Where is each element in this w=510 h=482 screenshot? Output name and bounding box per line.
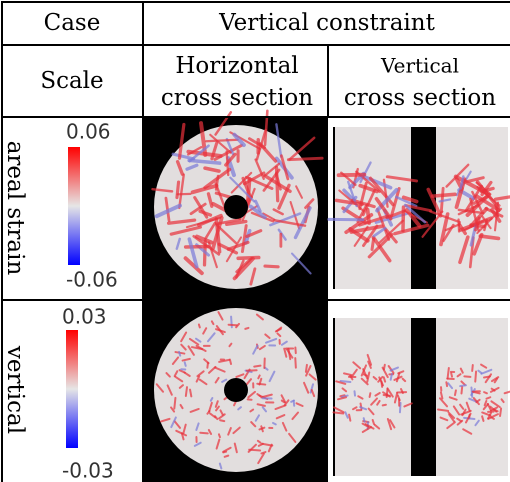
texture <box>451 373 452 376</box>
texture <box>491 417 494 419</box>
texture <box>482 416 483 421</box>
scale-max: 0.06 <box>66 120 111 144</box>
texture <box>446 382 447 386</box>
texture <box>339 175 365 176</box>
texture <box>460 385 466 386</box>
texture <box>257 384 265 385</box>
texture <box>455 390 456 395</box>
texture <box>199 325 200 328</box>
scale-min: -0.06 <box>66 268 118 292</box>
texture <box>486 397 490 398</box>
column-title: Vertical <box>380 54 459 78</box>
colorbar <box>68 147 80 265</box>
figure-table: Case Vertical constraint Scale Horizonta… <box>0 0 510 482</box>
texture <box>306 365 307 372</box>
texture <box>340 381 350 382</box>
texture <box>179 352 180 356</box>
scale-min: -0.03 <box>62 459 114 482</box>
texture <box>273 423 276 424</box>
texture <box>295 358 296 368</box>
texture <box>480 236 498 238</box>
texture <box>500 408 501 416</box>
texture <box>206 140 238 142</box>
texture <box>216 176 218 189</box>
header-scale: Scale <box>40 68 103 94</box>
texture <box>219 434 220 437</box>
row-label: areal strain <box>2 141 28 276</box>
texture <box>354 391 355 395</box>
texture <box>370 393 371 397</box>
specimen-hole <box>224 195 248 219</box>
header-case: Case <box>44 10 101 36</box>
column-title: cross section <box>344 85 496 111</box>
texture <box>174 398 175 409</box>
texture <box>364 418 365 421</box>
texture <box>448 368 449 378</box>
header-condition: Vertical constraint <box>218 10 435 36</box>
texture <box>277 167 278 200</box>
texture <box>185 362 186 366</box>
texture <box>288 158 322 160</box>
texture <box>258 375 259 378</box>
texture <box>333 412 343 413</box>
texture <box>200 433 207 434</box>
scale-max: 0.03 <box>62 305 107 329</box>
texture <box>265 266 278 267</box>
texture <box>227 152 229 175</box>
texture <box>441 392 442 398</box>
texture <box>472 365 473 371</box>
texture <box>282 401 285 403</box>
texture <box>245 328 248 329</box>
texture <box>391 374 392 380</box>
texture <box>207 363 208 368</box>
texture <box>461 387 462 393</box>
column-title: Horizontal <box>175 53 298 79</box>
texture <box>190 390 191 397</box>
texture <box>230 360 231 364</box>
texture <box>438 410 448 411</box>
texture <box>464 376 470 377</box>
column-title: cross section <box>161 85 313 111</box>
texture <box>403 207 404 230</box>
texture <box>384 377 385 381</box>
texture <box>387 389 388 397</box>
row-label: vertical <box>2 345 28 434</box>
colorbar <box>66 330 78 448</box>
texture <box>238 258 259 259</box>
texture <box>484 392 487 393</box>
texture <box>294 401 295 406</box>
texture <box>261 452 265 453</box>
specimen-hole <box>224 378 248 402</box>
texture <box>212 321 214 324</box>
texture <box>254 366 260 367</box>
texture <box>475 372 476 382</box>
texture <box>373 420 374 424</box>
texture <box>484 376 490 377</box>
texture <box>211 398 213 401</box>
texture <box>186 387 187 396</box>
texture <box>225 456 229 457</box>
texture <box>349 415 350 421</box>
texture <box>220 420 224 421</box>
texture <box>383 405 386 406</box>
